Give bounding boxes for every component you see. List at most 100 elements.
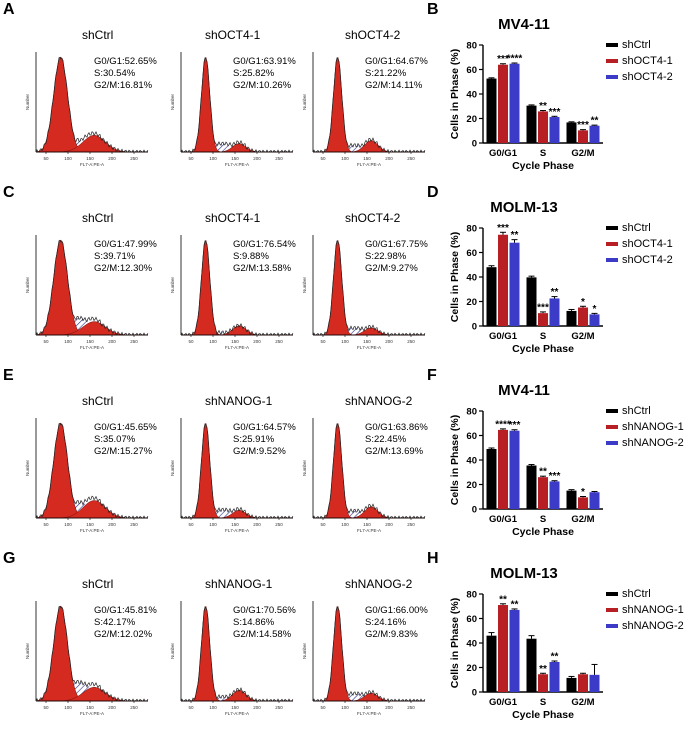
significance-stars: **** bbox=[495, 419, 511, 430]
bar-shoct4-2-s bbox=[549, 117, 560, 143]
x-tick-label: 200 bbox=[108, 156, 116, 161]
s-phase-percentage: S:22.98% bbox=[365, 251, 407, 262]
y-tick-label: 20 bbox=[466, 480, 477, 491]
bar-shoct4-1-s bbox=[538, 313, 548, 326]
x-tick-label: 50 bbox=[188, 705, 194, 710]
flow-panel-c-2: shOCT4-1 G0/G1:76.54%S:9.88%G2/M:13.58% 50… bbox=[170, 211, 296, 350]
x-tick-label: 100 bbox=[209, 156, 217, 161]
g0g1-percentage: G0/G1:45.81% bbox=[94, 605, 157, 616]
s-phase-percentage: S:14.86% bbox=[233, 617, 275, 628]
g2m-percentage: G2/M:9.83% bbox=[365, 629, 418, 640]
x-tick-label: 250 bbox=[130, 705, 138, 710]
s-phase-percentage: S:21.22% bbox=[365, 68, 407, 79]
x-tick-label: 200 bbox=[253, 339, 261, 344]
flow-panel-title: shNANOG-2 bbox=[345, 394, 413, 408]
y-tick-label: 40 bbox=[466, 639, 477, 650]
x-axis-label: Cycle Phase bbox=[512, 709, 574, 721]
flow-panel-e-2: shNANOG-1 G0/G1:64.57%S:25.91%G2/M:9.52% 5… bbox=[170, 394, 296, 533]
x-tick-label: 250 bbox=[130, 522, 138, 527]
flow-panel-title: shOCT4-1 bbox=[205, 28, 261, 42]
flow-x-label: FL7-A:PE-A bbox=[80, 345, 104, 350]
x-tick-label: 150 bbox=[363, 522, 371, 527]
x-tick-label: 150 bbox=[86, 705, 94, 710]
significance-stars: *** bbox=[537, 302, 549, 313]
x-tick-label: 150 bbox=[231, 156, 239, 161]
flow-x-label: FL7-A:PE-A bbox=[225, 345, 249, 350]
bar-shoct4-1-g0g1 bbox=[498, 64, 508, 143]
y-tick-label: 80 bbox=[466, 224, 477, 235]
legend-swatch bbox=[606, 425, 618, 429]
flow-panel-g-3: shNANOG-2 G0/G1:66.00%S:24.16%G2/M:9.83% 5… bbox=[302, 577, 428, 716]
bar-shoct4-1-g0g1 bbox=[498, 234, 508, 326]
x-tick-label: 200 bbox=[385, 156, 393, 161]
x-tick-label: 250 bbox=[407, 705, 415, 710]
x-tick-label: 150 bbox=[86, 339, 94, 344]
legend-swatch bbox=[606, 592, 618, 596]
flow-panel-g-1: shCtrl G0/G1:45.81%S:42.17%G2/M:12.02% 50 1… bbox=[25, 577, 157, 716]
flow-y-label: Number bbox=[302, 643, 307, 660]
bar-shoct4-2-g0g1 bbox=[509, 242, 520, 326]
x-tick-label: G2/M bbox=[571, 331, 594, 342]
flow-x-label: FL7-A:PE-A bbox=[80, 162, 104, 167]
flow-panel-title: shNANOG-1 bbox=[205, 577, 273, 591]
legend-swatch bbox=[606, 624, 618, 628]
bar-shoct4-1-g2m bbox=[578, 307, 588, 326]
y-tick-label: 0 bbox=[472, 139, 477, 150]
significance-stars: *** bbox=[497, 54, 509, 65]
bar-shnanog-1-s bbox=[538, 674, 548, 692]
legend-label: shCtrl bbox=[622, 222, 651, 234]
histogram-trace bbox=[35, 56, 149, 153]
x-tick-label: 50 bbox=[188, 156, 194, 161]
bar-shctrl-g0g1 bbox=[486, 448, 497, 509]
bar-chart-d: D MOLM-13 0 20 40 60 80 Cells in Phase (%) G0/G1… bbox=[427, 184, 673, 355]
legend-swatch bbox=[606, 258, 618, 262]
chart-title: MV4-11 bbox=[498, 16, 550, 33]
g0g1-percentage: G0/G1:67.75% bbox=[365, 239, 428, 250]
significance-stars: ** bbox=[511, 599, 519, 610]
s-phase-percentage: S:35.07% bbox=[94, 434, 136, 445]
x-tick-label: 50 bbox=[43, 705, 49, 710]
x-tick-label: 100 bbox=[64, 339, 72, 344]
flow-panel-e-3: shNANOG-2 G0/G1:63.86%S:22.45%G2/M:13.69%… bbox=[302, 394, 428, 533]
legend-label: shNANOG-2 bbox=[622, 620, 684, 632]
g2m-percentage: G2/M:15.27% bbox=[94, 446, 153, 457]
x-tick-label: G0/G1 bbox=[489, 148, 518, 159]
histogram-trace bbox=[312, 240, 426, 336]
significance-stars: ** bbox=[539, 664, 547, 675]
bar-chart-h: H MOLM-13 0 20 40 60 80 Cells in Phase (%) G0/G1… bbox=[427, 550, 684, 721]
flow-panel-title: shOCT4-2 bbox=[345, 28, 401, 42]
bar-shnanog-1-s bbox=[538, 477, 548, 509]
x-tick-label: S bbox=[540, 148, 546, 159]
x-tick-label: 100 bbox=[64, 156, 72, 161]
s-phase-percentage: S:25.82% bbox=[233, 68, 275, 79]
histogram-trace bbox=[180, 57, 294, 153]
bar-shctrl-s bbox=[526, 105, 537, 143]
y-tick-label: 20 bbox=[466, 663, 477, 674]
legend-label: shNANOG-1 bbox=[622, 421, 684, 433]
x-tick-label: 100 bbox=[209, 522, 217, 527]
x-tick-label: 100 bbox=[341, 522, 349, 527]
x-tick-label: 250 bbox=[407, 522, 415, 527]
bar-chart-b: B MV4-11 0 20 40 60 80 Cells in Phase (%) G0/G1 *… bbox=[427, 1, 673, 172]
x-tick-label: 50 bbox=[320, 705, 326, 710]
g2m-percentage: G2/M:13.58% bbox=[233, 263, 292, 274]
x-tick-label: G0/G1 bbox=[489, 697, 518, 708]
bar-shoct4-2-g0g1 bbox=[509, 63, 520, 143]
bar-shnanog-2-g2m bbox=[589, 674, 600, 692]
x-tick-label: 250 bbox=[407, 339, 415, 344]
x-tick-label: 200 bbox=[253, 522, 261, 527]
x-tick-label: 50 bbox=[188, 339, 194, 344]
histogram-trace bbox=[35, 239, 149, 336]
bar-shoct4-2-g2m bbox=[589, 314, 600, 326]
y-tick-label: 20 bbox=[466, 297, 477, 308]
histogram-trace bbox=[312, 423, 426, 519]
x-tick-label: 50 bbox=[320, 339, 326, 344]
bar-shoct4-2-g2m bbox=[589, 125, 600, 143]
x-tick-label: 200 bbox=[253, 705, 261, 710]
s-phase-percentage: S:39.71% bbox=[94, 251, 136, 262]
g0g1-percentage: G0/G1:64.67% bbox=[365, 56, 428, 67]
histogram-trace bbox=[180, 606, 294, 702]
s-phase-percentage: S:42.17% bbox=[94, 617, 136, 628]
g2m-percentage: G2/M:9.52% bbox=[233, 446, 286, 457]
y-axis-label: Cells in Phase (%) bbox=[449, 415, 461, 505]
